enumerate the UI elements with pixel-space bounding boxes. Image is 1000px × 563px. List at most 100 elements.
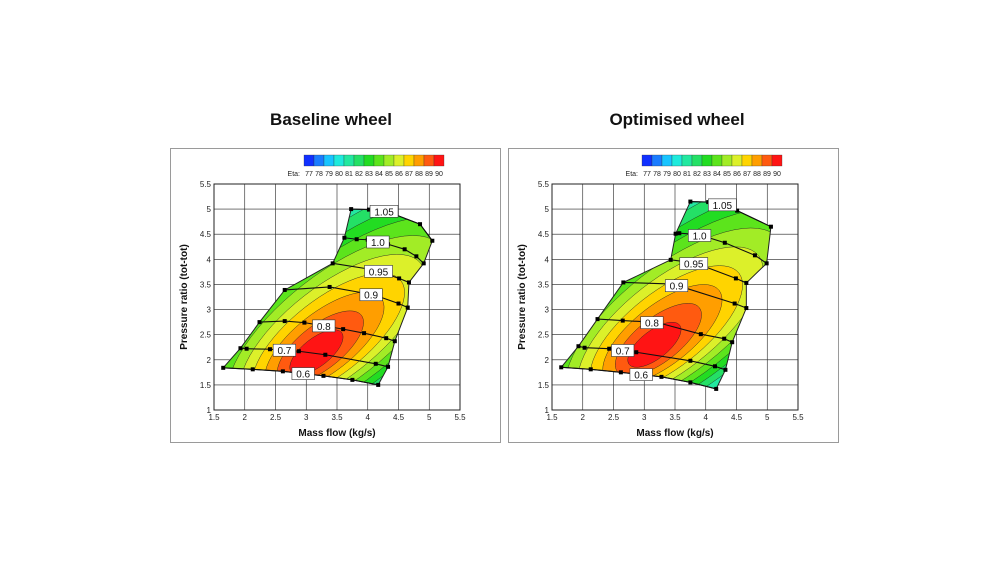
speed-label-box xyxy=(688,229,712,242)
speed-line-point xyxy=(323,352,328,357)
x-tick-label: 5 xyxy=(427,413,432,422)
colorbar-tick-label: 87 xyxy=(743,171,751,178)
speed-label: 0.8 xyxy=(317,322,331,333)
y-tick-label: 5.5 xyxy=(538,180,550,189)
speed-label: 0.9 xyxy=(670,282,684,293)
y-tick-label: 4.5 xyxy=(538,230,550,239)
colorbar-swatch xyxy=(701,154,713,167)
y-axis-label: Pressure ratio (tot-tot) xyxy=(179,244,190,350)
speed-line-point xyxy=(386,364,391,369)
colorbar-label: Eta: xyxy=(288,171,301,178)
speed-label: 0.8 xyxy=(645,319,659,330)
y-tick-label: 4 xyxy=(545,255,550,264)
colorbar-swatch xyxy=(691,154,703,167)
speed-label-box xyxy=(629,368,653,381)
y-tick-label: 5 xyxy=(207,205,212,214)
colorbar-swatch xyxy=(413,154,425,167)
speed-label: 1.05 xyxy=(713,201,733,212)
y-tick-label: 2.5 xyxy=(200,331,212,340)
colorbar-swatch xyxy=(353,154,365,167)
speed-line-point xyxy=(582,345,587,350)
speed-line-point xyxy=(418,222,423,227)
colorbar-swatch xyxy=(373,154,385,167)
x-tick-label: 1.5 xyxy=(208,413,220,422)
speed-line-point xyxy=(282,319,287,324)
speed-line-point xyxy=(421,261,426,266)
y-tick-label: 5 xyxy=(545,205,550,214)
colorbar-swatch xyxy=(731,154,743,167)
colorbar-label: Eta: xyxy=(626,171,639,178)
colorbar-swatch xyxy=(343,154,355,167)
speed-line-point xyxy=(397,276,402,281)
colorbar-tick-label: 88 xyxy=(753,171,761,178)
speed-line-point xyxy=(402,247,407,252)
speed-line-point xyxy=(376,382,381,387)
speed-line-point xyxy=(559,365,564,370)
colorbar-tick-label: 89 xyxy=(763,171,771,178)
speed-line-point xyxy=(321,373,326,378)
speed-line-point xyxy=(723,367,728,372)
colorbar-tick-label: 85 xyxy=(723,171,731,178)
colorbar-tick-label: 82 xyxy=(693,171,701,178)
speed-label-box xyxy=(312,319,336,333)
colorbar-swatch xyxy=(433,154,445,167)
speed-line-point xyxy=(618,370,623,375)
speed-label: 0.6 xyxy=(634,371,648,382)
x-tick-label: 2.5 xyxy=(608,413,620,422)
speed-line-point xyxy=(392,339,397,344)
speed-label: 0.7 xyxy=(277,346,291,357)
colorbar-tick-label: 84 xyxy=(713,171,721,178)
speed-line-point xyxy=(330,261,335,266)
speed-line-point xyxy=(354,237,359,242)
efficiency-contour-band xyxy=(627,321,682,368)
speed-label-box xyxy=(664,279,689,292)
speed-line-point xyxy=(405,305,410,310)
speed-label-box xyxy=(359,288,383,302)
x-tick-label: 3 xyxy=(304,413,309,422)
colorbar-tick-label: 89 xyxy=(425,171,433,178)
speed-line-point xyxy=(735,208,740,213)
speed-line-point xyxy=(350,377,355,382)
colorbar-swatch xyxy=(423,154,435,167)
speed-line-point xyxy=(396,301,401,306)
speed-label-box xyxy=(272,343,296,357)
colorbar-tick-label: 86 xyxy=(733,171,741,178)
speed-label: 1.0 xyxy=(371,238,385,249)
x-tick-label: 3.5 xyxy=(331,413,343,422)
chart-frame-baseline: Eta: 77 78 79 80 81 82 83 84 85 86 87 88 89 90 1.5 2 2.5 3… xyxy=(170,148,501,443)
colorbar-swatch xyxy=(403,154,415,167)
colorbar-tick-label: 82 xyxy=(355,171,363,178)
colorbar-swatch xyxy=(393,154,405,167)
y-tick-label: 1.5 xyxy=(538,381,550,390)
speed-line-point xyxy=(677,231,682,236)
colorbar-tick-label: 81 xyxy=(683,171,691,178)
colorbar-swatch xyxy=(751,154,763,167)
speed-line-point xyxy=(362,331,367,336)
speed-line-point xyxy=(722,336,727,341)
x-tick-label: 4.5 xyxy=(393,413,405,422)
speed-line-point xyxy=(688,358,693,363)
colorbar-tick-label: 80 xyxy=(335,171,343,178)
speed-label: 0.95 xyxy=(684,260,704,271)
speed-line-point xyxy=(722,240,727,245)
x-tick-label: 4 xyxy=(704,413,709,422)
colorbar-swatch xyxy=(383,154,395,167)
speed-line-point xyxy=(342,235,347,240)
x-tick-label: 2 xyxy=(243,413,248,422)
colorbar-swatch xyxy=(323,154,335,167)
colorbar-swatch xyxy=(651,154,663,167)
speed-line-point xyxy=(744,280,749,285)
colorbar-tick-label: 88 xyxy=(415,171,423,178)
colorbar-tick-label: 87 xyxy=(405,171,413,178)
efficiency-contours xyxy=(223,209,433,385)
speed-line-point xyxy=(595,317,600,322)
speed-line-point xyxy=(607,346,612,351)
speed-line-point xyxy=(673,231,678,236)
colorbar-swatch xyxy=(661,154,673,167)
colorbar-swatch xyxy=(711,154,723,167)
speed-line-point xyxy=(744,306,749,311)
speed-line-point xyxy=(688,199,693,204)
speed-line-point xyxy=(296,349,301,354)
compressor-map-baseline: Eta: 77 78 79 80 81 82 83 84 85 86 87 88 89 90 1.5 2 2.5 3… xyxy=(179,154,466,439)
speed-label-box xyxy=(611,344,635,357)
